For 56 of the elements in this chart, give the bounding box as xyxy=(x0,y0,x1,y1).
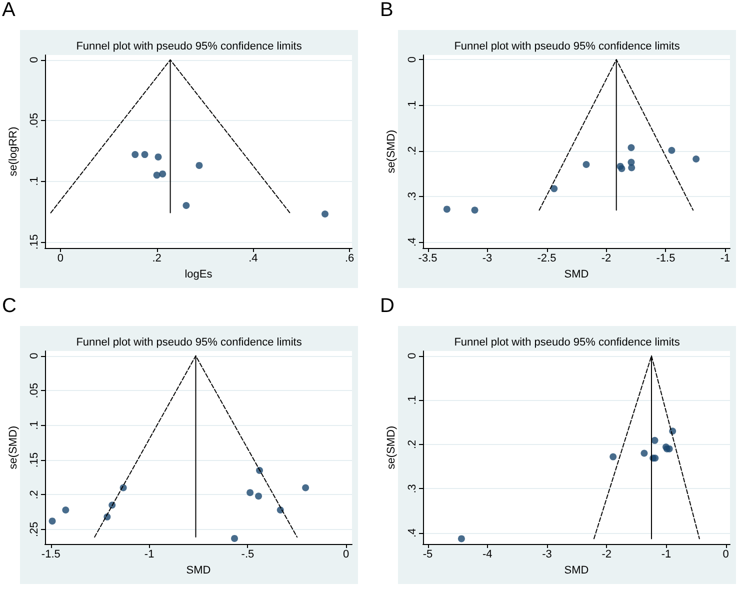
text: B xyxy=(380,0,394,21)
x-tick-label: -5 xyxy=(422,548,433,560)
y-tick-label: .2 xyxy=(406,440,418,449)
y-axis-title: se(logRR) xyxy=(8,126,20,176)
chart-title: Funnel plot with pseudo 95% confidence limits xyxy=(454,40,680,52)
x-tick-label: -3 xyxy=(542,548,552,560)
x-tick-label: -1.5 xyxy=(41,548,60,560)
x-tick-label: -2 xyxy=(601,252,612,264)
y-tick-label: 0 xyxy=(406,352,418,359)
x-tick-label: .2 xyxy=(152,252,162,264)
y-tick-label: .05 xyxy=(28,382,40,398)
chart-title: Funnel plot with pseudo 95% confidence limits xyxy=(454,336,680,348)
x-tick-label: -.5 xyxy=(241,548,254,560)
x-axis-title: SMD xyxy=(186,564,211,576)
x-tick-label: -1 xyxy=(720,252,730,264)
y-tick-label: .05 xyxy=(28,112,40,128)
y-tick-label: 0 xyxy=(406,56,418,63)
x-tick-label: .4 xyxy=(248,252,258,264)
x-tick-label: -2.5 xyxy=(537,252,556,264)
y-axis-title: se(SMD) xyxy=(386,426,398,470)
x-tick-label: -1 xyxy=(661,548,672,560)
y-tick-label: .3 xyxy=(406,484,418,494)
text: C xyxy=(2,295,16,317)
x-tick-label: -1 xyxy=(144,548,154,560)
chart-title: Funnel plot with pseudo 95% confidence limits xyxy=(76,40,302,52)
text: A xyxy=(2,0,16,21)
y-tick-label: .4 xyxy=(406,237,418,247)
y-axis-title: se(SMD) xyxy=(386,130,398,174)
y-tick-label: .1 xyxy=(406,396,418,405)
x-tick-label: -1.5 xyxy=(656,252,676,264)
y-tick-label: .3 xyxy=(406,192,418,202)
x-tick-label: .6 xyxy=(344,252,354,264)
chart-title: Funnel plot with pseudo 95% confidence limits xyxy=(76,336,302,348)
x-tick-label: 0 xyxy=(343,548,350,560)
x-tick-label: 0 xyxy=(722,548,729,560)
x-tick-label: 0 xyxy=(57,252,64,264)
y-tick-label: .1 xyxy=(406,100,418,110)
x-axis-title: SMD xyxy=(564,564,589,576)
x-tick-label: -2 xyxy=(602,548,612,560)
x-tick-label: -3.5 xyxy=(418,252,438,264)
text: D xyxy=(380,295,394,317)
x-axis-title: logEs xyxy=(184,268,213,280)
y-tick-label: .15 xyxy=(28,452,40,468)
y-tick-label: .25 xyxy=(28,522,40,538)
y-tick-label: .15 xyxy=(28,234,40,250)
x-tick-label: -3 xyxy=(482,252,492,264)
x-tick-label: -4 xyxy=(482,548,492,560)
y-tick-label: .2 xyxy=(28,490,40,500)
y-tick-label: .1 xyxy=(28,176,40,186)
y-tick-label: 0 xyxy=(28,352,40,359)
y-tick-label: .1 xyxy=(28,420,40,430)
y-axis-title: se(SMD) xyxy=(8,426,20,470)
y-tick-label: .4 xyxy=(406,528,418,538)
x-axis-title: SMD xyxy=(564,268,589,280)
y-tick-label: 0 xyxy=(28,56,40,63)
y-tick-label: .2 xyxy=(406,146,418,156)
